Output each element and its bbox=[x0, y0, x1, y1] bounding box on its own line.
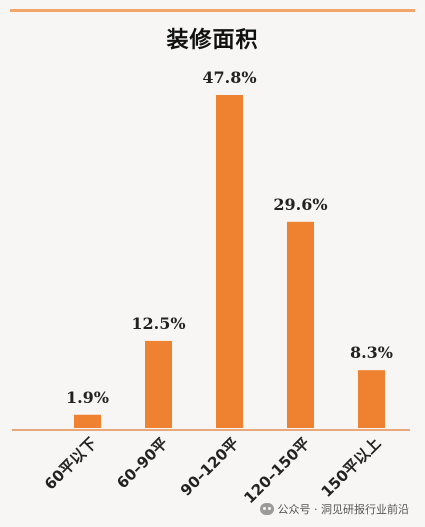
data-label-2: 12.5% bbox=[131, 314, 185, 333]
bar-3 bbox=[216, 95, 243, 428]
chart-title: 装修面积 bbox=[166, 28, 259, 53]
data-label-3: 47.8% bbox=[202, 68, 256, 87]
bar-1 bbox=[74, 414, 101, 428]
data-label-1: 1.9% bbox=[66, 388, 109, 407]
top-accent-rule bbox=[10, 9, 415, 12]
bar-4 bbox=[287, 221, 314, 428]
bar-5 bbox=[358, 370, 385, 428]
x-tick-label-3: 90–120平 bbox=[177, 434, 243, 500]
data-label-4: 29.6% bbox=[273, 195, 327, 214]
x-tick-label-1: 60平以下 bbox=[41, 434, 100, 493]
x-tick-label-2: 60–90平 bbox=[113, 434, 171, 492]
x-tick-label-5: 150平以上 bbox=[318, 434, 385, 501]
x-tick-label-4: 120–150平 bbox=[240, 434, 313, 507]
bar-2 bbox=[145, 340, 172, 428]
watermark-text: 公众号 · 洞见研报行业前沿 bbox=[277, 503, 410, 516]
watermark: 公众号 · 洞见研报行业前沿 bbox=[259, 501, 410, 517]
wechat-icon bbox=[259, 503, 274, 515]
data-label-5: 8.3% bbox=[350, 343, 393, 362]
